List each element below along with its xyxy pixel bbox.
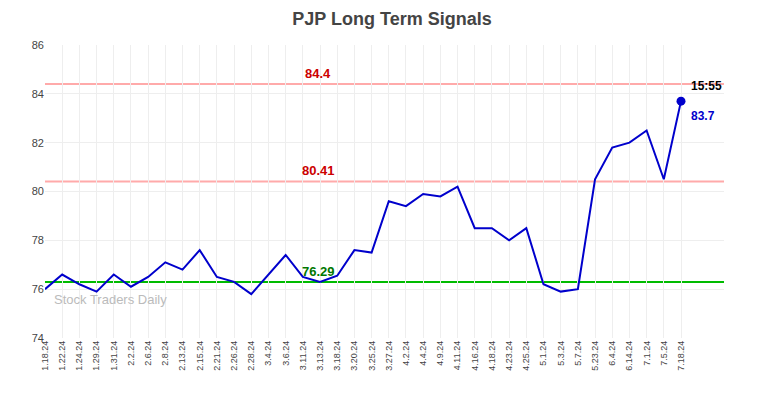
svg-text:2.13.24: 2.13.24	[177, 341, 187, 371]
svg-text:15:55: 15:55	[691, 79, 722, 93]
svg-text:2.6.24: 2.6.24	[143, 341, 153, 366]
svg-text:3.11.24: 3.11.24	[298, 341, 308, 370]
svg-text:5.1.24: 5.1.24	[538, 341, 548, 366]
svg-text:6.4.24: 6.4.24	[607, 341, 617, 366]
svg-text:78: 78	[32, 234, 44, 246]
svg-text:7.1.24: 7.1.24	[642, 341, 652, 366]
svg-text:4.2.24: 4.2.24	[401, 341, 411, 366]
svg-text:1.22.24: 1.22.24	[57, 341, 67, 371]
svg-text:1.31.24: 1.31.24	[109, 341, 119, 371]
svg-text:7.5.24: 7.5.24	[659, 341, 669, 366]
svg-text:4.9.24: 4.9.24	[435, 341, 445, 366]
svg-text:3.6.24: 3.6.24	[281, 341, 291, 366]
svg-text:2.2.24: 2.2.24	[126, 341, 136, 366]
svg-text:4.16.24: 4.16.24	[470, 341, 480, 371]
svg-text:86: 86	[32, 39, 44, 51]
svg-text:74: 74	[32, 332, 44, 344]
svg-text:1.24.24: 1.24.24	[74, 341, 84, 371]
svg-text:2.8.24: 2.8.24	[160, 341, 170, 366]
svg-text:5.3.24: 5.3.24	[556, 341, 566, 366]
svg-text:7.18.24: 7.18.24	[676, 341, 686, 371]
svg-text:80.41: 80.41	[302, 163, 335, 178]
svg-text:2.28.24: 2.28.24	[246, 341, 256, 371]
svg-text:3.4.24: 3.4.24	[263, 341, 273, 366]
svg-text:6.14.24: 6.14.24	[624, 341, 634, 371]
svg-text:5.23.24: 5.23.24	[590, 341, 600, 371]
svg-text:3.25.24: 3.25.24	[367, 341, 377, 371]
svg-text:4.4.24: 4.4.24	[418, 341, 428, 366]
svg-text:83.7: 83.7	[691, 109, 715, 123]
svg-text:76.29: 76.29	[302, 264, 335, 279]
svg-text:1.18.24: 1.18.24	[40, 341, 50, 371]
svg-text:82: 82	[32, 137, 44, 149]
svg-text:2.26.24: 2.26.24	[229, 341, 239, 371]
svg-text:Stock Traders Daily: Stock Traders Daily	[54, 292, 167, 307]
svg-text:4.11.24: 4.11.24	[452, 341, 462, 370]
svg-text:3.27.24: 3.27.24	[384, 341, 394, 371]
svg-text:3.20.24: 3.20.24	[349, 341, 359, 371]
svg-text:76: 76	[32, 283, 44, 295]
svg-text:3.13.24: 3.13.24	[315, 341, 325, 371]
svg-text:84.4: 84.4	[305, 66, 331, 81]
svg-text:2.21.24: 2.21.24	[212, 341, 222, 371]
svg-text:4.18.24: 4.18.24	[487, 341, 497, 371]
svg-text:3.18.24: 3.18.24	[332, 341, 342, 371]
svg-text:2.15.24: 2.15.24	[195, 341, 205, 371]
svg-text:4.25.24: 4.25.24	[521, 341, 531, 371]
svg-text:PJP Long Term Signals: PJP Long Term Signals	[292, 9, 491, 29]
svg-text:1.29.24: 1.29.24	[91, 341, 101, 371]
svg-text:84: 84	[32, 88, 44, 100]
svg-text:5.7.24: 5.7.24	[573, 341, 583, 366]
svg-text:80: 80	[32, 185, 44, 197]
svg-text:4.23.24: 4.23.24	[504, 341, 514, 371]
